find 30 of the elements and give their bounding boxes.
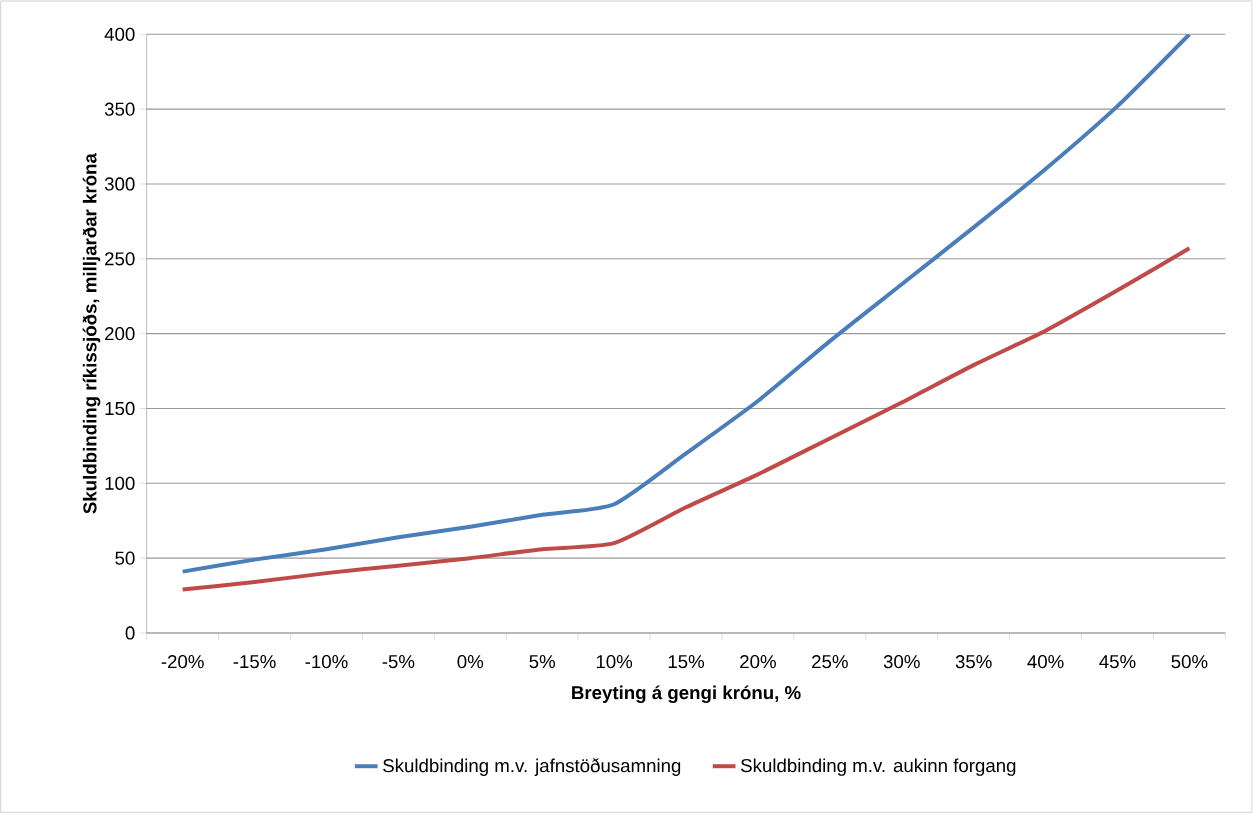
x-tick-label: 20%	[740, 655, 776, 669]
y-tick-label: 300	[104, 177, 135, 191]
x-tick-label: 15%	[668, 655, 705, 669]
y-tick-label: 150	[105, 401, 135, 416]
y-tick-label: 200	[105, 327, 135, 341]
x-axis-title: Breyting á gengi krónu, %	[572, 685, 801, 704]
y-tick-label: 50	[115, 551, 135, 565]
x-tick-label: 50%	[1171, 655, 1208, 669]
x-tick-label: 35%	[955, 655, 992, 669]
line-series	[180, 34, 1192, 574]
x-tick-label: 40%	[1027, 655, 1064, 669]
x-tick-label: 45%	[1099, 655, 1136, 669]
y-tick-label: 400	[104, 27, 135, 41]
y-axis-title: Skuldbinding ríkissjóðs, milljarðar króna	[82, 153, 101, 514]
x-tick-label: 10%	[596, 655, 633, 669]
x-tick-label: -10%	[305, 655, 348, 669]
x-tick-label: 0%	[457, 655, 484, 669]
y-tick-label: 100	[105, 476, 135, 490]
x-tick-label: 30%	[883, 655, 920, 669]
x-tick-label: 5%	[529, 655, 556, 669]
x-tick-label: 25%	[812, 655, 848, 669]
legend-label: Skuldbinding m.v. aukinn forgang	[741, 758, 1016, 776]
x-tick-label: -5%	[382, 655, 415, 669]
y-tick-label: 0	[125, 626, 135, 640]
line-series	[180, 246, 1192, 592]
y-tick-label: 350	[104, 102, 135, 116]
legend-label: Skuldbinding m.v. jafnstöðusamning	[383, 758, 681, 776]
x-tick-label: -20%	[161, 655, 204, 669]
x-tick-label: -15%	[233, 655, 276, 669]
y-tick-label: 250	[105, 252, 135, 266]
